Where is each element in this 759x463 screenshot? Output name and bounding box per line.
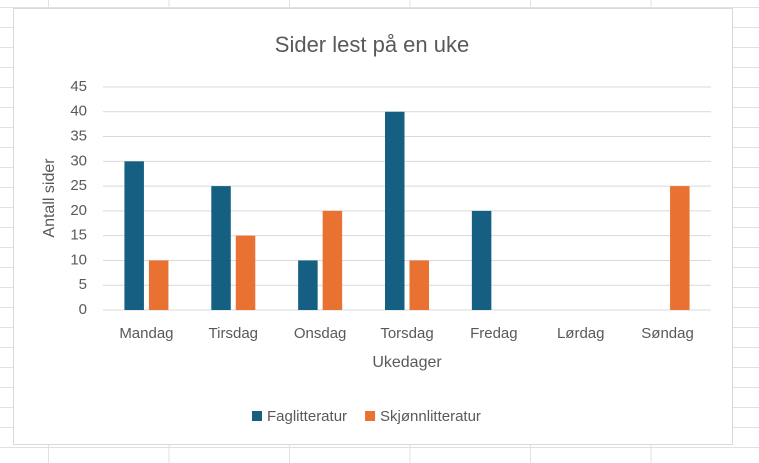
x-tick-label: Lørdag bbox=[557, 325, 605, 342]
bar bbox=[322, 210, 343, 310]
legend-swatch bbox=[252, 411, 262, 421]
x-tick-label: Mandag bbox=[119, 325, 173, 342]
legend-swatch bbox=[365, 411, 376, 421]
y-tick-label: 20 bbox=[70, 202, 87, 219]
y-tick-label: 5 bbox=[79, 276, 87, 293]
bar bbox=[298, 260, 318, 310]
bar bbox=[148, 260, 169, 310]
legend-label: Skjønnlitteratur bbox=[380, 408, 481, 425]
y-tick-label: 35 bbox=[70, 128, 87, 145]
x-tick-label: Fredag bbox=[470, 325, 518, 342]
y-axis-label: Antall sider bbox=[41, 158, 58, 238]
bar bbox=[471, 210, 492, 310]
y-tick-label: 30 bbox=[70, 152, 87, 169]
chart-area bbox=[13, 8, 733, 445]
bar bbox=[124, 161, 144, 310]
bar bbox=[385, 111, 405, 311]
bar bbox=[409, 260, 429, 310]
y-tick-label: 0 bbox=[79, 301, 87, 318]
y-tick-label: 10 bbox=[70, 251, 87, 268]
y-tick-label: 45 bbox=[70, 78, 87, 95]
bar bbox=[211, 186, 231, 310]
y-tick-label: 40 bbox=[70, 103, 87, 120]
bar bbox=[670, 186, 690, 310]
x-tick-label: Søndag bbox=[641, 325, 694, 342]
y-tick-label: 25 bbox=[70, 177, 87, 194]
x-tick-label: Onsdag bbox=[294, 325, 347, 342]
x-axis-label: Ukedager bbox=[372, 354, 442, 371]
chart-title: Sider lest på en uke bbox=[275, 32, 469, 57]
legend-label: Faglitteratur bbox=[267, 408, 347, 425]
bar bbox=[235, 235, 256, 310]
x-tick-label: Tirsdag bbox=[209, 325, 258, 342]
x-tick-label: Torsdag bbox=[380, 325, 433, 342]
y-tick-label: 15 bbox=[70, 227, 87, 244]
